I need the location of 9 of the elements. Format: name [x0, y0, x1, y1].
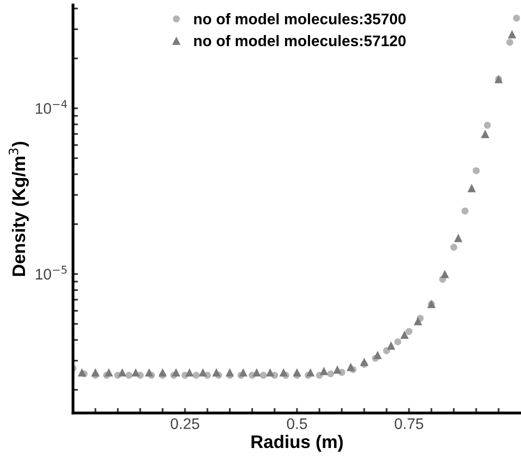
y-tick-label: 10$^{−4}$ [36, 100, 67, 114]
y-axis-title: Density (Kg/m$^{3}$) [8, 142, 29, 276]
y-tick-label: 10$^{−5}$ [36, 266, 67, 280]
x-tick-label: 0.75 [394, 418, 424, 430]
x-tick-label: 0.5 [286, 418, 307, 430]
x-tick-label: 0.25 [170, 418, 200, 430]
legend-label: no of model molecules:57120 [194, 35, 406, 46]
legend-label: no of model molecules:35700 [194, 13, 406, 24]
x-axis-title: Radius (m) [252, 434, 343, 452]
